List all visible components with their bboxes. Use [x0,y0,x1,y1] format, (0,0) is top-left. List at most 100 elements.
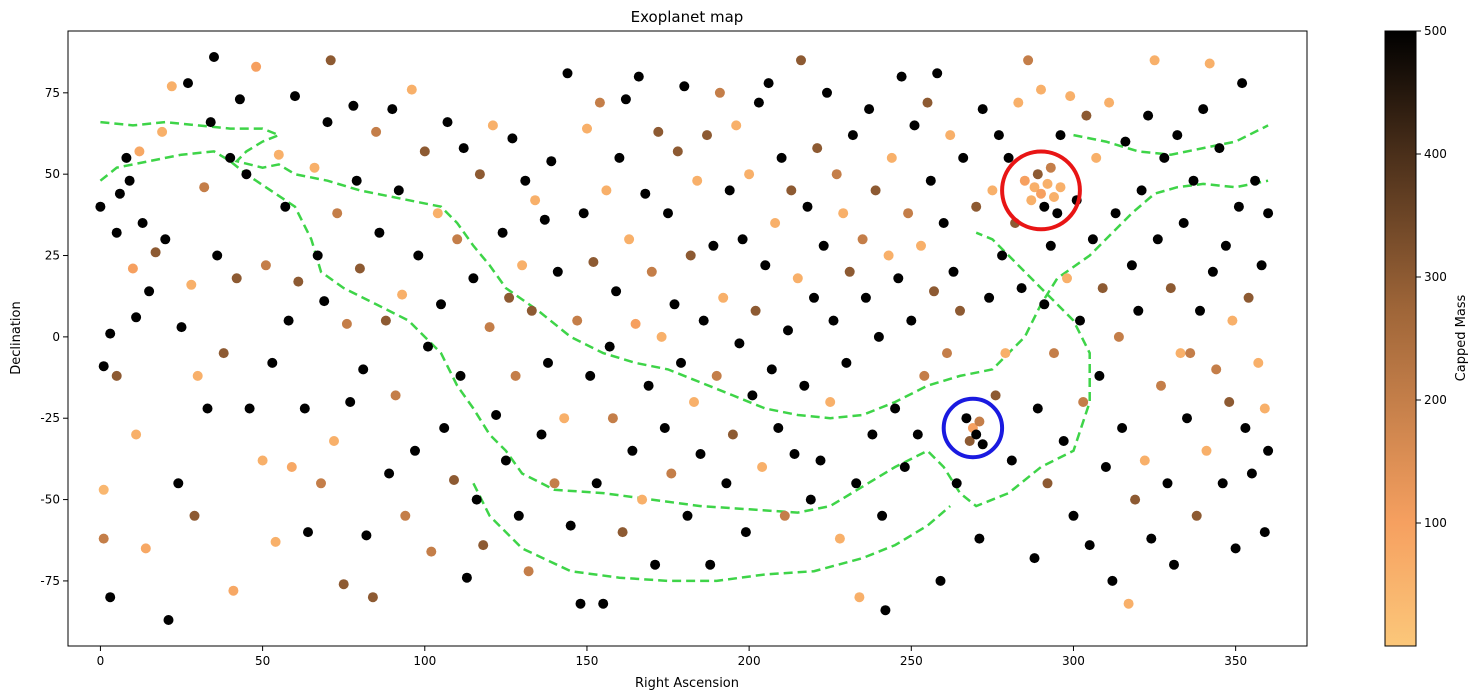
scatter-point [783,325,793,336]
scatter-point [1126,260,1137,271]
scatter-point [105,328,116,339]
scatter-point [549,478,560,489]
scatter-point [546,156,557,167]
scatter-point [942,348,952,359]
scatter-point [303,527,313,538]
scatter-point [737,234,748,245]
scatter-point [1104,97,1115,108]
scatter-point [510,370,521,381]
scatter-point [591,478,602,489]
scatter-point [166,81,177,92]
scatter-point [945,130,956,141]
galactic-band-south-line [472,482,952,583]
scatter-point [439,423,450,433]
scatter-point [1003,152,1014,163]
scatter-point [971,429,982,440]
scatter-point [786,185,797,196]
y-tick-label: 75 [45,86,60,100]
scatter-point [1013,97,1024,108]
scatter-point [890,403,901,414]
scatter-point [111,370,122,381]
scatter-point [1149,55,1160,66]
scatter-point [513,510,524,521]
scatter-point [205,117,216,128]
scatter-point [1087,234,1098,245]
colorbar-tick-label: 500 [1424,24,1447,38]
scatter-point [1233,201,1244,212]
scatter-point [273,149,284,160]
scatter-point [1081,110,1092,121]
scatter-point [105,592,116,603]
scatter-point [685,250,696,261]
scatter-point [682,510,693,521]
scatter-point [760,260,771,271]
scatter-point [234,94,245,105]
scatter-point [1039,201,1050,212]
scatter-point [1243,292,1254,303]
scatter-point [860,292,871,303]
scatter-point [987,185,998,196]
y-tick-label: 25 [45,249,60,263]
scatter-point [491,410,502,420]
scatter-point [523,566,534,577]
scatter-point [1175,348,1186,359]
scatter-point [695,449,706,459]
colorbar-label: Capped Mass [1454,294,1469,381]
y-tick-label: 50 [45,167,60,181]
colorbar-tick-label: 200 [1424,393,1447,407]
scatter-point [893,273,904,284]
scatter-point [971,201,982,212]
scatter-point [689,397,699,407]
scatter-point [993,130,1004,141]
x-tick-label: 50 [255,654,270,668]
scatter-point [653,126,664,137]
scatter-point [111,227,122,238]
scatter-point [1240,423,1251,433]
scatter-point [536,429,547,440]
scatter-point [1259,403,1270,414]
scatter-point [1156,380,1166,391]
scatter-point [588,257,599,267]
scatter-point [565,520,576,531]
highlight-circle-2 [941,396,1005,460]
colorbar-ticks: 100 200 300 400 500 [1416,24,1447,530]
scatter-point [1237,78,1248,89]
scatter-point [585,370,596,381]
scatter-point [144,286,155,297]
scatter-point [903,208,914,219]
colorbar-tick-label: 100 [1424,516,1447,530]
scatter-point [186,279,197,290]
scatter-point [1097,283,1108,294]
chart-title: Exoplanet map [631,8,744,26]
scatter-point [163,615,174,625]
scatter-point [341,318,352,329]
scatter-point [731,120,742,131]
scatter-point [896,71,907,82]
scatter-point [1075,315,1085,326]
scatter-point [1246,468,1257,479]
scatter-point [1055,182,1066,193]
scatter-point [734,338,745,349]
scatter-point [507,133,518,144]
scatter-point [257,455,268,466]
scatter-point [705,559,716,570]
x-tick-label: 0 [97,654,105,668]
scatter-point [1110,208,1121,219]
scatter-point [1143,110,1154,121]
scatter-point [283,315,294,326]
scatter-point [776,152,787,163]
scatter-point [815,455,826,466]
scatter-point [877,510,888,521]
scatter-point [974,533,985,544]
scatter-point [322,117,333,128]
scatter-point [559,413,570,424]
scatter-point [351,175,362,186]
scatter-point [753,97,764,108]
scatter-point [575,598,586,609]
scatter-point [442,117,453,128]
scatter-point [393,185,404,196]
y-tick-label: -25 [40,411,60,425]
scatter-point [1045,162,1056,173]
colorbar-tick-label: 400 [1424,147,1447,161]
scatter-point [140,543,151,554]
